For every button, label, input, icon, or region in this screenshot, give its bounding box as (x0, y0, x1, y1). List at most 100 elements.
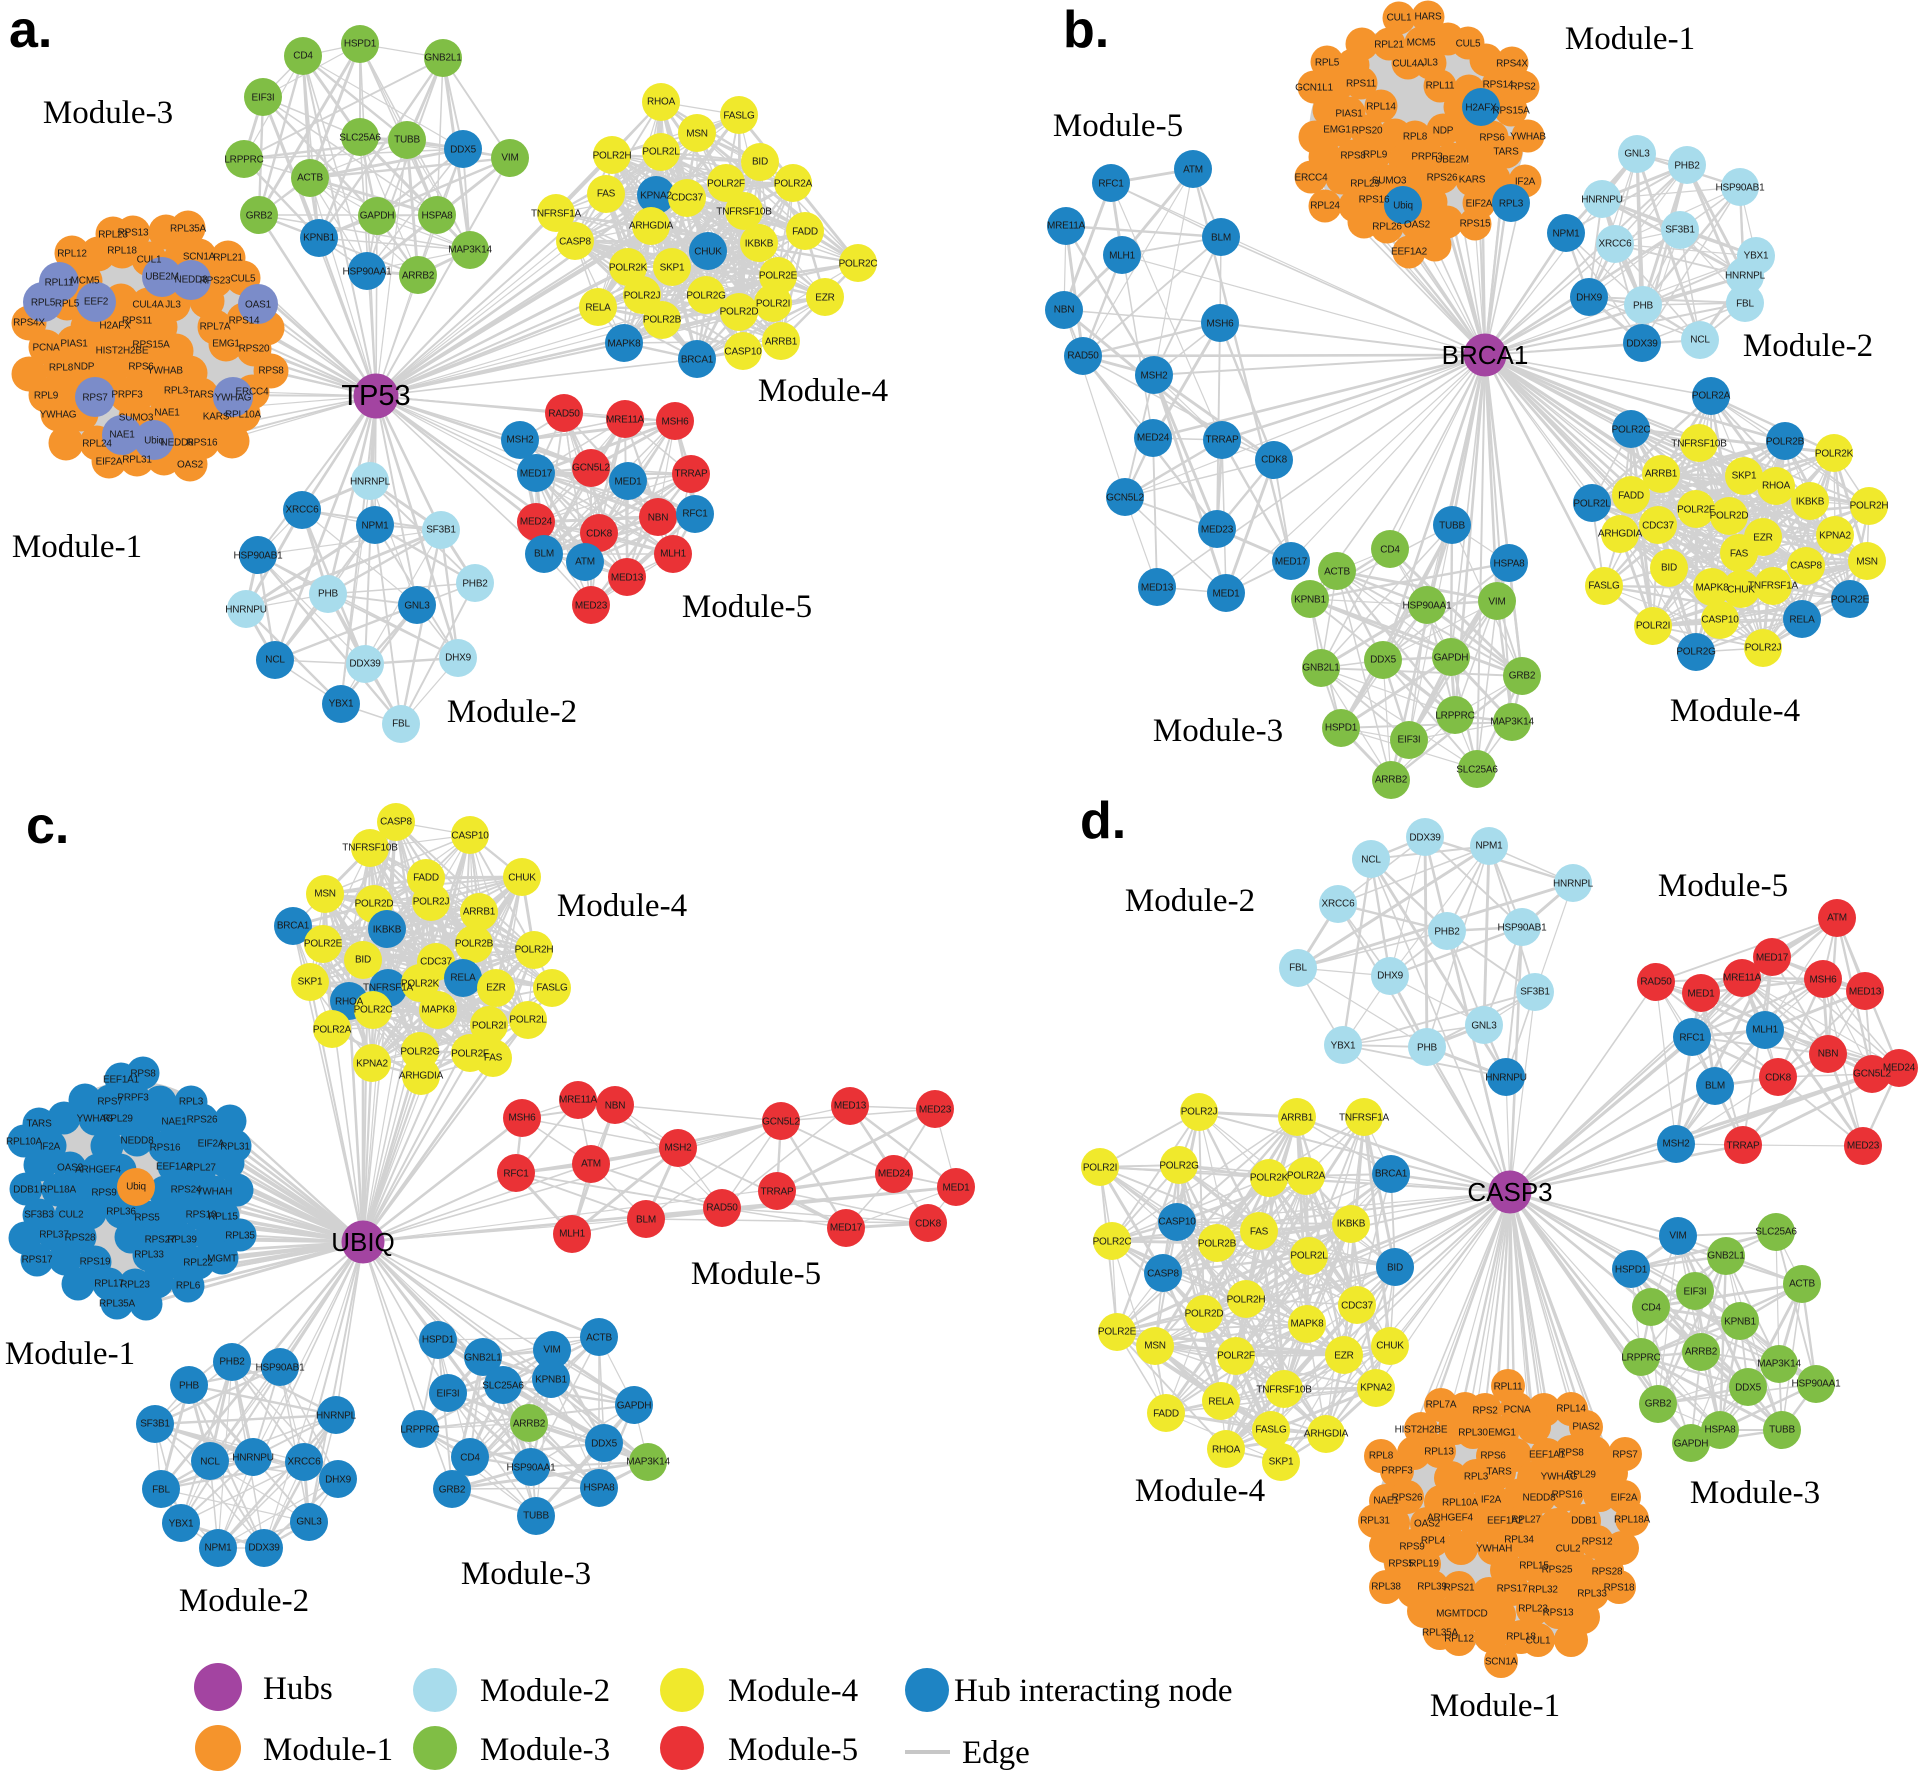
svg-text:POLR2K: POLR2K (1815, 449, 1854, 460)
svg-text:Edge: Edge (962, 1735, 1030, 1771)
svg-text:RPL9: RPL9 (34, 391, 59, 402)
svg-text:RPL39: RPL39 (167, 1235, 197, 1246)
svg-text:MRE11A: MRE11A (559, 1095, 598, 1106)
svg-text:PHB: PHB (179, 1381, 199, 1392)
svg-text:IF2A: IF2A (1481, 1495, 1502, 1506)
svg-text:FBL: FBL (1289, 963, 1307, 974)
svg-text:MED1: MED1 (1213, 589, 1241, 600)
svg-text:EEF1A2: EEF1A2 (1487, 1516, 1524, 1527)
svg-text:POLR2C: POLR2C (1093, 1237, 1132, 1248)
svg-text:Ubiq: Ubiq (126, 1182, 146, 1193)
svg-text:RPS16: RPS16 (150, 1143, 181, 1154)
svg-text:NPM1: NPM1 (1553, 229, 1581, 240)
svg-text:RPL29: RPL29 (103, 1114, 133, 1125)
svg-text:POLR2H: POLR2H (1227, 1295, 1266, 1306)
svg-text:POLR2B: POLR2B (1766, 437, 1805, 448)
svg-text:MSH2: MSH2 (665, 1143, 693, 1154)
svg-text:POLR2B: POLR2B (1198, 1239, 1237, 1250)
svg-text:CDC37: CDC37 (1341, 1301, 1373, 1312)
svg-text:RPS15A: RPS15A (1492, 106, 1530, 117)
svg-text:Module-2: Module-2 (1743, 328, 1873, 364)
svg-text:FASLG: FASLG (1255, 1425, 1287, 1436)
svg-text:RPS17: RPS17 (22, 1255, 53, 1266)
svg-text:SLC25A6: SLC25A6 (339, 133, 381, 144)
svg-text:POLR2D: POLR2D (1185, 1309, 1224, 1320)
svg-text:CD4: CD4 (293, 51, 313, 62)
svg-text:XRCC6: XRCC6 (286, 505, 320, 516)
svg-text:GRB2: GRB2 (1509, 671, 1536, 682)
svg-text:FADD: FADD (1618, 491, 1644, 502)
svg-text:GRB2: GRB2 (246, 211, 273, 222)
svg-text:SLC25A6: SLC25A6 (1755, 1227, 1797, 1238)
svg-text:POLR2C: POLR2C (354, 1005, 393, 1016)
svg-text:HSP90AB1: HSP90AB1 (256, 1363, 306, 1374)
svg-text:DDX39: DDX39 (1626, 339, 1658, 350)
svg-text:HSP90AB1: HSP90AB1 (1716, 183, 1766, 194)
svg-text:DDX5: DDX5 (1370, 655, 1397, 666)
svg-text:PHB2: PHB2 (1674, 161, 1700, 172)
svg-text:RPL32: RPL32 (1528, 1585, 1558, 1596)
svg-text:POLR2C: POLR2C (1612, 425, 1651, 436)
svg-text:POLR2E: POLR2E (759, 271, 798, 282)
svg-text:HNRNPU: HNRNPU (225, 605, 267, 616)
svg-text:NAE1: NAE1 (1373, 1496, 1399, 1507)
svg-text:EIF3I: EIF3I (1398, 735, 1421, 746)
svg-text:Module-4: Module-4 (557, 888, 687, 924)
svg-text:RPL31: RPL31 (220, 1142, 250, 1153)
svg-text:EIF3I: EIF3I (437, 1389, 460, 1400)
svg-text:POLR2I: POLR2I (1083, 1163, 1117, 1174)
svg-text:H2AFX: H2AFX (99, 321, 131, 332)
svg-text:POLR2E: POLR2E (304, 939, 343, 950)
svg-text:MED23: MED23 (919, 1105, 952, 1116)
svg-text:H2AFX: H2AFX (1465, 103, 1497, 114)
svg-text:EZR: EZR (1753, 533, 1772, 544)
svg-text:GNL3: GNL3 (1624, 149, 1650, 160)
svg-text:HNRNPL: HNRNPL (1725, 271, 1766, 282)
svg-text:RPL5: RPL5 (31, 298, 56, 309)
svg-text:LRPPRC: LRPPRC (1435, 711, 1474, 722)
svg-text:GNL3: GNL3 (296, 1517, 322, 1528)
svg-text:IF2A: IF2A (40, 1142, 61, 1153)
svg-text:CHUK: CHUK (1727, 585, 1755, 596)
svg-text:DDX39: DDX39 (349, 659, 381, 670)
svg-text:PHB2: PHB2 (219, 1357, 245, 1368)
svg-text:CDC37: CDC37 (671, 193, 703, 204)
svg-text:HNRNPU: HNRNPU (1581, 195, 1623, 206)
svg-text:d.: d. (1080, 792, 1126, 850)
svg-text:MED17: MED17 (830, 1223, 863, 1234)
svg-text:JL3: JL3 (1422, 58, 1438, 69)
svg-text:CHUK: CHUK (1376, 1341, 1404, 1352)
svg-text:BRCA1: BRCA1 (1375, 1169, 1408, 1180)
svg-text:SF3B3: SF3B3 (24, 1210, 54, 1221)
svg-text:RPL35A: RPL35A (1422, 1628, 1459, 1639)
svg-text:POLR2G: POLR2G (400, 1047, 440, 1058)
svg-text:HNRNPU: HNRNPU (1485, 1073, 1527, 1084)
svg-text:POLR2K: POLR2K (1250, 1173, 1289, 1184)
svg-text:DHX9: DHX9 (1576, 293, 1603, 304)
svg-text:EZR: EZR (486, 983, 505, 994)
svg-text:b.: b. (1063, 1, 1109, 59)
svg-text:ARRB1: ARRB1 (463, 907, 496, 918)
svg-text:POLR2A: POLR2A (774, 179, 813, 190)
svg-text:CD4: CD4 (1380, 545, 1400, 556)
svg-text:RPS5: RPS5 (1388, 1559, 1414, 1570)
svg-text:RPS9: RPS9 (1399, 1542, 1425, 1553)
svg-text:POLR2J: POLR2J (413, 897, 450, 908)
svg-text:CUL1: CUL1 (137, 255, 162, 266)
svg-text:RAD50: RAD50 (706, 1203, 738, 1214)
svg-text:HNRNPL: HNRNPL (1553, 879, 1594, 890)
svg-text:MED1: MED1 (943, 1183, 971, 1194)
svg-text:RPL6: RPL6 (176, 1281, 201, 1292)
svg-text:Module-2: Module-2 (1125, 883, 1255, 919)
svg-text:MSN: MSN (1144, 1341, 1166, 1352)
svg-text:ARHGDIA: ARHGDIA (1598, 529, 1643, 540)
svg-text:MSN: MSN (686, 129, 708, 140)
svg-text:MED24: MED24 (1883, 1063, 1916, 1074)
svg-text:RPS11: RPS11 (1346, 79, 1377, 90)
svg-text:POLR2A: POLR2A (1692, 391, 1731, 402)
svg-text:EZR: EZR (1334, 1351, 1353, 1362)
svg-text:RPS6: RPS6 (1480, 1451, 1506, 1462)
svg-text:FADD: FADD (792, 227, 818, 238)
svg-text:Module-4: Module-4 (728, 1673, 858, 1709)
svg-text:DHX9: DHX9 (445, 653, 472, 664)
